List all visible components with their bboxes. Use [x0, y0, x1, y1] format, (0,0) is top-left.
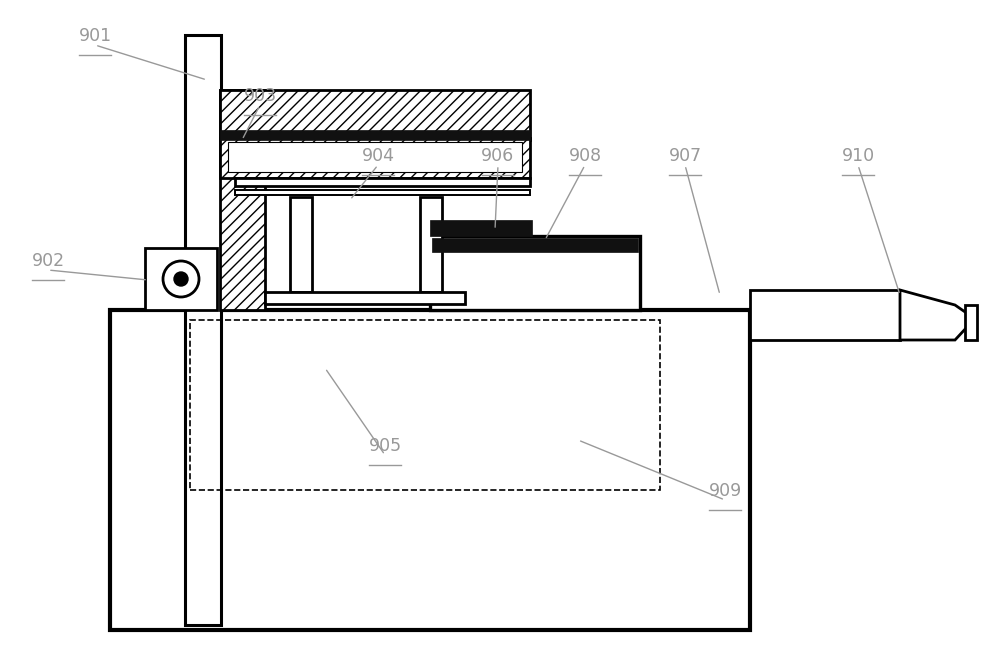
Bar: [228, 142, 522, 172]
Text: 908: 908: [568, 147, 602, 165]
Text: 910: 910: [841, 147, 875, 165]
Bar: [220, 138, 530, 178]
Text: 904: 904: [362, 147, 394, 165]
Bar: [290, 197, 312, 292]
Bar: [432, 238, 638, 252]
Bar: [220, 130, 530, 140]
Bar: [145, 248, 217, 310]
Circle shape: [174, 272, 188, 286]
Text: 901: 901: [78, 27, 112, 45]
Text: 903: 903: [243, 87, 277, 105]
Bar: [430, 220, 532, 236]
Circle shape: [163, 261, 199, 297]
Bar: [235, 178, 530, 186]
Bar: [110, 310, 750, 630]
Bar: [220, 90, 265, 310]
Bar: [235, 190, 530, 195]
Bar: [220, 90, 530, 140]
Text: 902: 902: [31, 252, 65, 270]
Text: 906: 906: [481, 147, 515, 165]
Text: 907: 907: [668, 147, 702, 165]
Bar: [185, 35, 221, 625]
Bar: [190, 320, 660, 490]
Text: 905: 905: [368, 437, 402, 455]
Text: 909: 909: [708, 482, 742, 500]
Bar: [965, 305, 977, 340]
Bar: [265, 292, 465, 304]
Bar: [430, 236, 640, 310]
Bar: [750, 290, 900, 340]
Bar: [420, 197, 442, 292]
Polygon shape: [900, 290, 968, 340]
